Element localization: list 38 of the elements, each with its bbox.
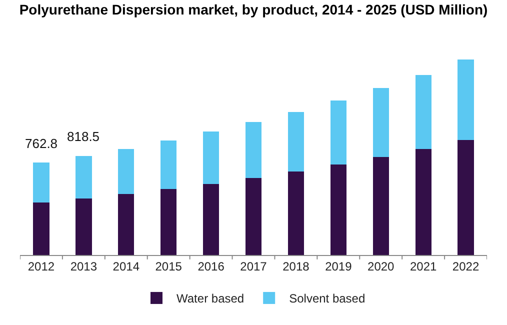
bar <box>415 149 432 255</box>
bar <box>330 100 346 164</box>
annotation: 818.5 <box>67 129 100 144</box>
x-tick-label: 2021 <box>410 259 437 274</box>
bar <box>202 131 220 184</box>
bar <box>458 59 474 140</box>
x-tick-label: 2017 <box>240 259 268 274</box>
bar <box>245 122 262 178</box>
chart-title: Polyurethane Dispersion market, by product, 2014 - 2025 (USD Million) <box>19 2 488 18</box>
bar <box>458 140 474 255</box>
legend-label: Solvent based <box>289 292 366 306</box>
annotation: 762.8 <box>25 136 58 151</box>
bar <box>245 178 262 255</box>
x-tick-label: 2014 <box>112 259 140 274</box>
bar <box>160 189 177 255</box>
bar <box>372 157 389 255</box>
x-tick-label: 2015 <box>155 259 182 274</box>
bar <box>202 184 220 255</box>
bar <box>33 202 50 255</box>
bar <box>372 88 389 158</box>
bar <box>118 194 134 255</box>
bar <box>330 164 346 255</box>
bar <box>415 74 432 150</box>
x-tick-label: 2016 <box>198 259 225 274</box>
x-tick-label: 2013 <box>70 259 98 274</box>
bar <box>288 172 304 255</box>
x-tick-label: 2022 <box>452 259 480 274</box>
bar <box>33 162 50 202</box>
bar <box>160 140 177 190</box>
x-tick-label: 2020 <box>368 259 395 274</box>
x-tick-label: 2012 <box>28 259 55 274</box>
bar <box>288 112 304 172</box>
legend-label: Water based <box>176 292 244 306</box>
bar <box>76 156 92 198</box>
x-tick-label: 2018 <box>282 259 310 274</box>
bar <box>76 198 92 255</box>
x-tick-label: 2019 <box>325 259 352 274</box>
bar <box>118 148 134 194</box>
